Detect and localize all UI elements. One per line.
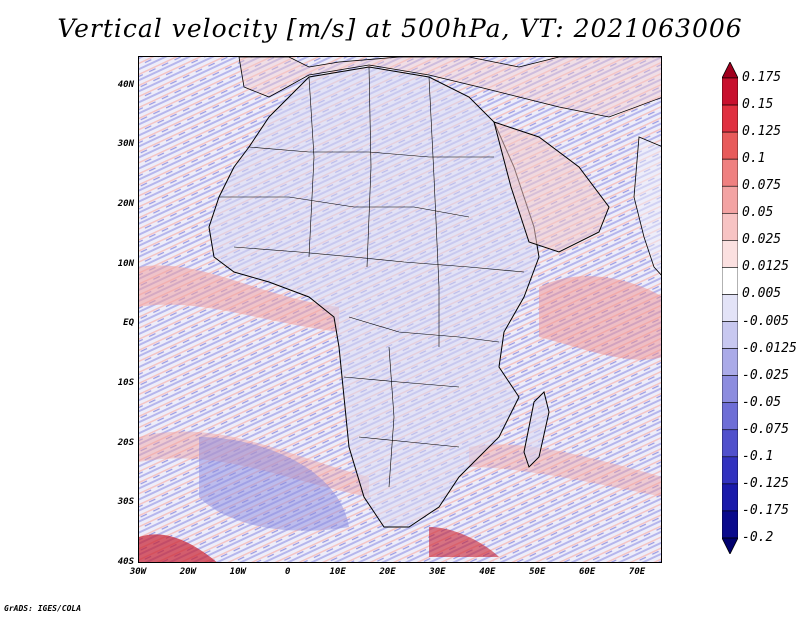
colorbar-segment xyxy=(722,212,738,241)
map-svg xyxy=(139,57,661,562)
europe-outline xyxy=(238,57,661,118)
colorbar-segment xyxy=(722,429,738,458)
lat-label: 30S xyxy=(117,497,134,508)
colorbar-label: -0.05 xyxy=(742,394,782,410)
colorbar-segment xyxy=(722,321,738,349)
colorbar-segment xyxy=(722,77,738,106)
lat-label: 10N xyxy=(117,258,134,269)
blue-region xyxy=(199,437,349,531)
arabia-outline xyxy=(493,121,610,253)
lat-label: 20S xyxy=(117,437,134,448)
lon-label: 10W xyxy=(229,567,246,577)
colorbar-top-arrow xyxy=(722,62,738,79)
colorbar xyxy=(722,62,738,554)
colorbar-segment xyxy=(722,294,738,322)
lat-label: EQ xyxy=(123,318,134,329)
colorbar-label: -0.0125 xyxy=(742,340,797,356)
colorbar-segment xyxy=(722,267,738,295)
lon-label: 0 xyxy=(284,567,291,577)
lon-label: 50E xyxy=(529,567,546,577)
colorbar-segment xyxy=(722,456,738,485)
colorbar-label: -0.125 xyxy=(742,475,789,491)
red-band xyxy=(139,534,217,562)
country-borders xyxy=(219,66,525,488)
lat-label: 40N xyxy=(117,79,134,90)
colorbar-label: 0.075 xyxy=(742,178,782,194)
colorbar-label: -0.1 xyxy=(742,448,774,464)
colorbar-segment xyxy=(722,402,738,431)
colorbar-label: -0.075 xyxy=(742,421,789,437)
colorbar-label: 0.05 xyxy=(742,205,774,221)
lat-label: 10S xyxy=(117,378,134,389)
colorbar-label: -0.2 xyxy=(742,530,774,545)
lat-label: 20N xyxy=(117,199,134,210)
colorbar-label: 0.125 xyxy=(742,124,782,140)
colorbar-segment xyxy=(722,185,738,214)
madagascar-outline xyxy=(523,391,550,468)
red-band xyxy=(539,276,661,360)
lon-label: 30W xyxy=(129,567,147,577)
credit-text: GrADS: IGES/COLA xyxy=(4,604,82,613)
lon-label: 60E xyxy=(579,567,596,577)
colorbar-segment xyxy=(722,131,738,160)
lon-label: 20E xyxy=(379,567,396,577)
lon-label: 20W xyxy=(179,567,197,577)
lon-label: 40E xyxy=(479,567,496,577)
colorbar-label: 0.0125 xyxy=(742,259,789,275)
colorbar-label: 0.15 xyxy=(742,97,774,113)
lon-label: 70E xyxy=(628,567,646,577)
africa-outline xyxy=(208,66,540,528)
lat-label: 30N xyxy=(117,139,134,150)
colorbar-label: 0.1 xyxy=(742,151,766,167)
colorbar-label: 0.025 xyxy=(742,232,782,248)
colorbar-segment xyxy=(722,158,738,187)
colorbar-segment xyxy=(722,375,738,404)
colorbar-label: -0.175 xyxy=(742,502,789,518)
velocity-map xyxy=(138,56,662,563)
colorbar-segment xyxy=(722,240,738,268)
lat-label: 40S xyxy=(117,557,134,567)
red-band xyxy=(139,265,339,332)
colorbar-bottom-arrow xyxy=(722,537,738,554)
india-outline xyxy=(633,136,661,276)
colorbar-segment xyxy=(722,104,738,133)
colorbar-segment xyxy=(722,348,738,376)
red-band xyxy=(429,527,499,557)
colorbar-segment xyxy=(722,483,738,512)
colorbar-label: -0.025 xyxy=(742,367,789,383)
lon-label: 30E xyxy=(429,567,446,577)
red-band xyxy=(469,444,661,497)
colorbar-segment xyxy=(722,510,738,539)
chart-title: Vertical velocity [m/s] at 500hPa, VT: 2… xyxy=(57,14,743,43)
colorbar-label: 0.175 xyxy=(742,70,782,85)
lon-label: 10E xyxy=(329,567,346,577)
colorbar-label: 0.005 xyxy=(742,286,782,302)
colorbar-label: -0.005 xyxy=(742,313,789,329)
